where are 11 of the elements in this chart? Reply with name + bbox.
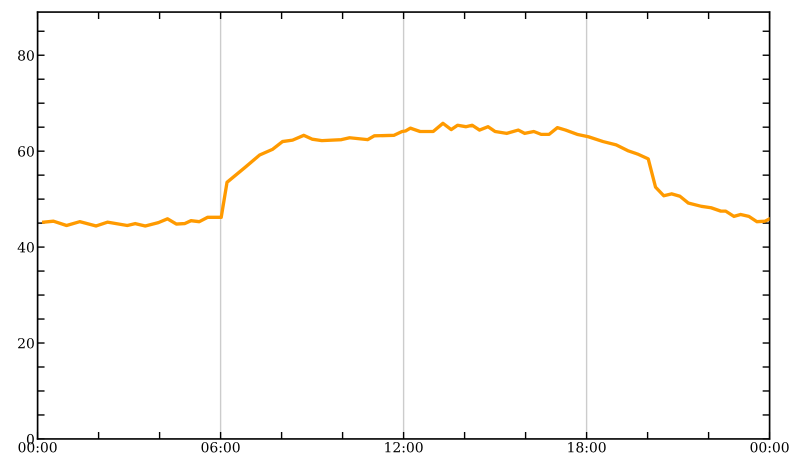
y-tick-label: 60 [18,146,34,157]
x-tick-label: 00:00 [18,442,57,452]
x-tick-label: 06:00 [202,442,240,452]
line-series [42,122,770,228]
y-tick-label: 40 [18,242,34,253]
x-tick-label: 00:00 [750,442,789,452]
y-tick-label: 20 [18,338,34,348]
y-tick-label: 0 [26,434,34,444]
x-tick-label: 18:00 [568,442,606,452]
y-tick-label: 80 [18,50,34,61]
x-tick-label: 12:00 [385,442,423,452]
